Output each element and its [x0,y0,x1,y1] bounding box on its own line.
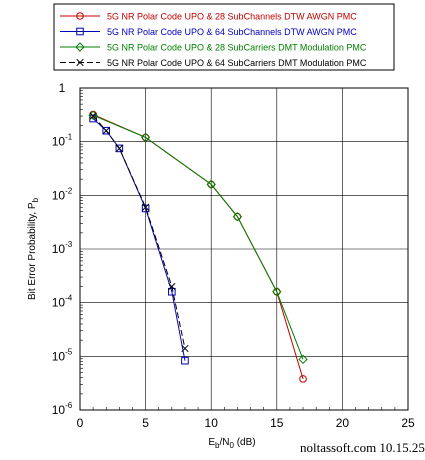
legend: 5G NR Polar Code UPO & 28 SubChannels DT… [53,3,395,71]
legend-entry: 5G NR Polar Code UPO & 28 SubChannels DT… [60,12,357,22]
data-point [141,203,150,211]
x-tick-label: 10 [205,416,219,430]
data-point [181,356,189,365]
data-point [140,132,151,143]
y-tick-label: 10-4 [52,294,73,310]
legend-label: 5G NR Polar Code UPO & 64 SubCarriers DM… [107,58,367,68]
data-point [206,179,216,190]
legend-entry: 5G NR Polar Code UPO & 64 SubChannels DT… [60,27,357,37]
legend-label: 5G NR Polar Code UPO & 28 SubChannels DT… [107,12,357,22]
x-tick-label: 15 [270,416,284,430]
x-tick-label: 25 [401,416,415,430]
x-tick-label: 5 [142,416,149,430]
data-point [115,144,124,153]
legend-marker [76,27,84,36]
series-3 [88,110,308,365]
y-tick-label: 10-5 [52,347,73,363]
x-tick-label: 0 [77,416,84,430]
data-point [232,211,243,222]
series-line [92,114,304,360]
data-point [298,354,308,365]
legend-marker [76,12,84,20]
y-tick-label: 10-2 [52,186,73,202]
data-point [89,112,97,120]
y-tick-labels: 1 10-1 10-2 10-3 10-4 10-5 10-6 [52,81,73,417]
data-point [102,127,110,135]
data-point [181,344,189,353]
legend-entry: 5G NR Polar Code UPO & 28 SubCarriers DM… [60,42,367,53]
data-point [115,144,124,153]
data-point [141,204,150,213]
series-4 [89,112,189,353]
data-point [89,114,97,123]
legend-marker [76,58,84,67]
data-point [102,126,111,135]
legend-box [53,3,395,71]
legend-marker [75,42,85,52]
series-layer [88,110,308,383]
data-point [272,287,282,297]
y-tick-label: 10-3 [52,240,73,256]
watermark-text: noltassoft.com 10.15.25 [300,440,425,455]
x-tick-label: 20 [336,416,350,430]
y-tick-label: 1 [59,81,66,95]
series-line [92,115,186,349]
legend-entry: 5G NR Polar Code UPO & 64 SubCarriers DM… [60,58,367,68]
legend-label: 5G NR Polar Code UPO & 64 SubChannels DT… [107,27,357,37]
grid [80,88,408,410]
data-point [299,375,307,383]
plot-frame [79,87,409,411]
y-tick-label: 10-1 [52,133,73,149]
legend-label: 5G NR Polar Code UPO & 28 SubCarriers DM… [107,43,367,53]
data-point [168,282,176,291]
y-axis-label: Bit Error Probability, Pb [27,197,40,300]
y-tick-label: 10-6 [52,401,73,417]
x-tick-labels: 0 5 10 15 20 25 [77,416,415,430]
x-axis-label: Eb/N0 (dB) [208,437,255,450]
